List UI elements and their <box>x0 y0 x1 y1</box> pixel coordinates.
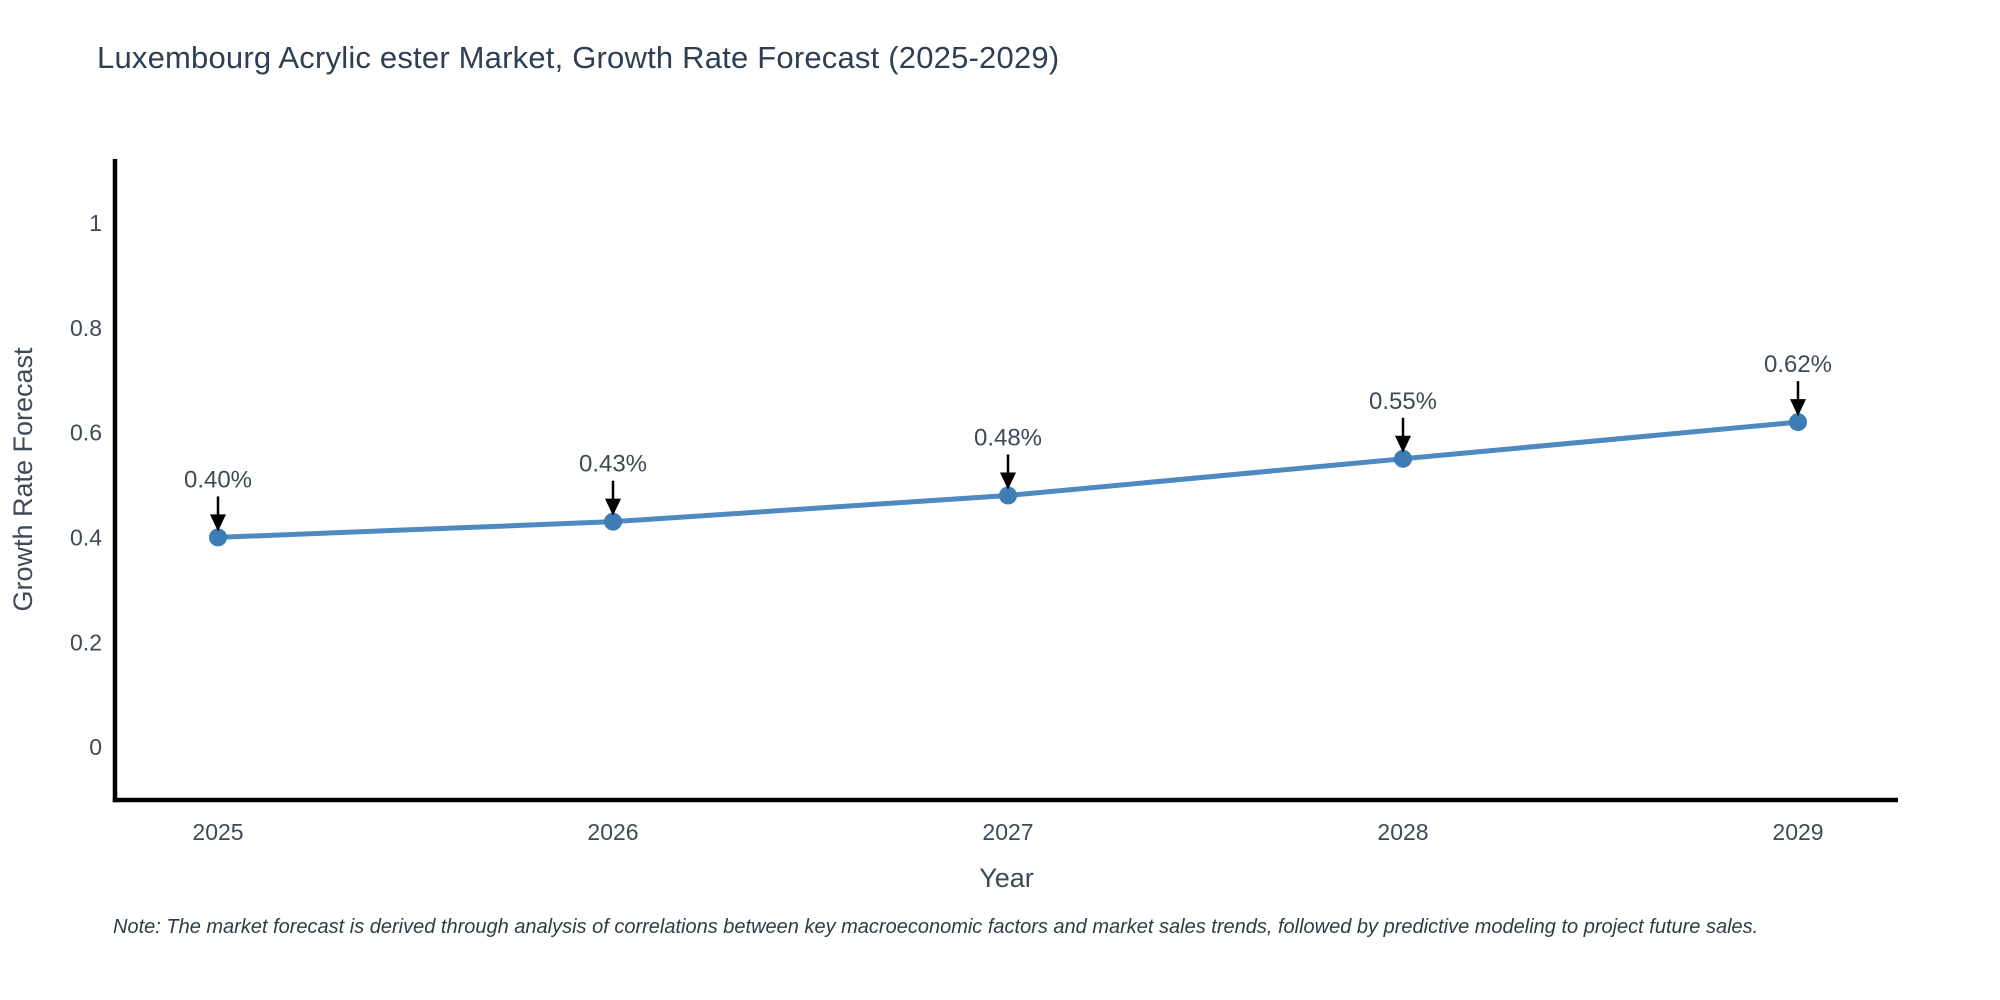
annotation-arrow-head <box>605 498 621 516</box>
data-point-label: 0.55% <box>1369 388 1437 415</box>
x-tick-label: 2027 <box>982 819 1033 845</box>
data-point-label: 0.62% <box>1764 351 1832 378</box>
x-tick-label: 2025 <box>192 819 243 845</box>
data-point-marker <box>604 512 622 531</box>
y-axis-title: Growth Rate Forecast <box>8 347 38 612</box>
data-point-label: 0.48% <box>974 424 1042 451</box>
footnote-text: Note: The market forecast is derived thr… <box>113 916 1759 938</box>
x-tick-label: 2029 <box>1772 819 1823 845</box>
y-tick-label: 0.2 <box>70 629 102 655</box>
data-point-marker <box>1789 413 1807 432</box>
data-point-marker <box>1394 449 1412 468</box>
x-tick-label: 2026 <box>587 819 638 845</box>
annotation-arrow-head <box>1790 399 1806 417</box>
annotation-arrow-head <box>1395 435 1411 453</box>
data-point-marker <box>999 486 1017 505</box>
data-point-label: 0.40% <box>184 466 252 493</box>
x-axis-title: Year <box>979 863 1034 893</box>
annotation-arrow-head <box>210 514 226 532</box>
x-tick-label: 2028 <box>1377 819 1428 845</box>
y-tick-label: 0 <box>89 734 102 760</box>
y-tick-label: 0.4 <box>70 524 102 550</box>
data-point-marker <box>209 528 227 547</box>
annotation-arrow-head <box>1000 472 1016 490</box>
y-tick-label: 0.6 <box>70 420 102 446</box>
y-tick-label: 0.8 <box>70 315 102 341</box>
data-point-label: 0.43% <box>579 451 647 478</box>
y-tick-label: 1 <box>89 210 102 236</box>
chart-title: Luxembourg Acrylic ester Market, Growth … <box>97 40 1060 75</box>
